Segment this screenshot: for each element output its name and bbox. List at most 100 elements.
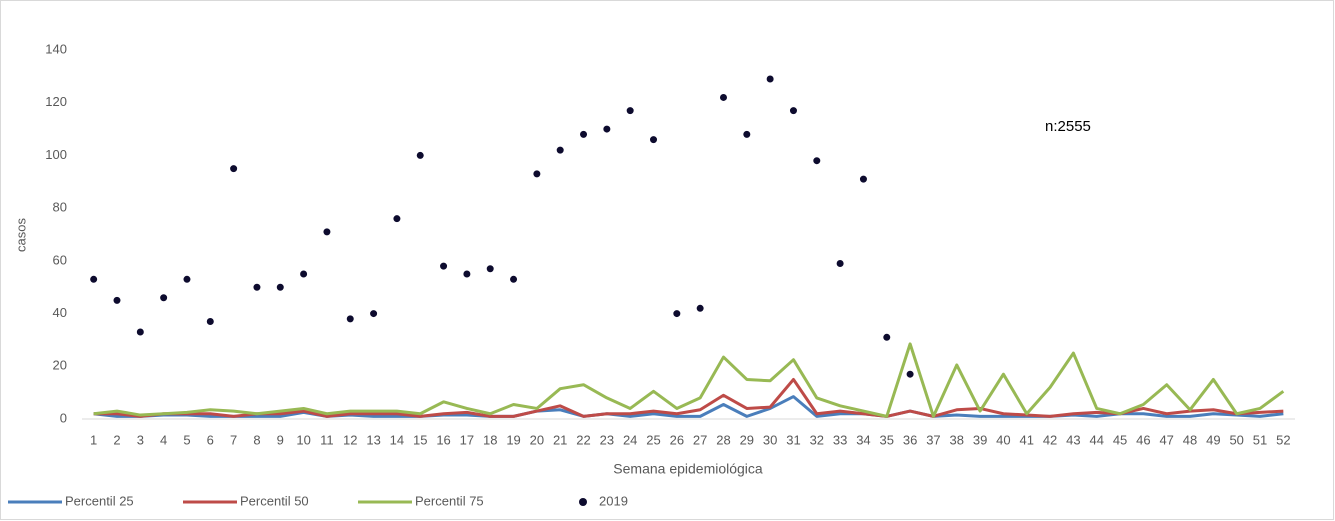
x-tick-label: 16 bbox=[436, 432, 450, 447]
data-point bbox=[788, 106, 798, 116]
legend-label: Percentil 75 bbox=[415, 493, 484, 508]
data-point bbox=[112, 295, 122, 305]
x-tick-label: 49 bbox=[1206, 432, 1220, 447]
x-tick-label: 24 bbox=[623, 432, 637, 447]
x-tick-label: 39 bbox=[973, 432, 987, 447]
data-point bbox=[229, 164, 239, 174]
x-tick-label: 26 bbox=[670, 432, 684, 447]
data-point bbox=[579, 129, 589, 139]
x-tick-label: 22 bbox=[576, 432, 590, 447]
legend-marker bbox=[579, 498, 587, 506]
y-tick-label: 20 bbox=[53, 358, 67, 373]
data-point bbox=[392, 214, 402, 224]
x-tick-label: 36 bbox=[903, 432, 917, 447]
x-tick-label: 45 bbox=[1113, 432, 1127, 447]
data-point bbox=[345, 314, 355, 324]
data-point bbox=[485, 264, 495, 274]
x-tick-label: 12 bbox=[343, 432, 357, 447]
y-tick-label: 140 bbox=[45, 41, 67, 56]
data-point bbox=[205, 316, 215, 326]
y-tick-label: 80 bbox=[53, 200, 67, 215]
x-tick-label: 42 bbox=[1043, 432, 1057, 447]
y-axis-label: casos bbox=[13, 218, 28, 252]
x-tick-label: 38 bbox=[950, 432, 964, 447]
data-point bbox=[135, 327, 145, 337]
data-point bbox=[555, 145, 565, 155]
x-tick-label: 52 bbox=[1276, 432, 1290, 447]
x-tick-label: 50 bbox=[1229, 432, 1243, 447]
x-tick-label: 35 bbox=[880, 432, 894, 447]
data-point bbox=[299, 269, 309, 279]
x-tick-label: 30 bbox=[763, 432, 777, 447]
x-tick-label: 20 bbox=[530, 432, 544, 447]
x-tick-label: 51 bbox=[1253, 432, 1267, 447]
x-tick-label: 25 bbox=[646, 432, 660, 447]
x-tick-label: 31 bbox=[786, 432, 800, 447]
data-point bbox=[159, 293, 169, 303]
data-point bbox=[905, 369, 915, 379]
annotation: n:2555 bbox=[1045, 118, 1091, 135]
x-tick-label: 3 bbox=[137, 432, 144, 447]
x-tick-label: 40 bbox=[996, 432, 1010, 447]
data-point bbox=[695, 303, 705, 313]
x-tick-label: 46 bbox=[1136, 432, 1150, 447]
x-tick-label: 11 bbox=[320, 432, 334, 447]
data-point bbox=[765, 74, 775, 84]
x-tick-label: 4 bbox=[160, 432, 167, 447]
data-point bbox=[882, 332, 892, 342]
x-tick-label: 29 bbox=[740, 432, 754, 447]
x-tick-label: 43 bbox=[1066, 432, 1080, 447]
data-point bbox=[252, 282, 262, 292]
x-tick-label: 9 bbox=[277, 432, 284, 447]
x-tick-label: 27 bbox=[693, 432, 707, 447]
x-tick-label: 47 bbox=[1159, 432, 1173, 447]
data-point bbox=[415, 150, 425, 160]
data-point bbox=[602, 124, 612, 134]
data-point bbox=[462, 269, 472, 279]
series-line bbox=[93, 377, 1284, 418]
y-tick-label: 100 bbox=[45, 147, 67, 162]
x-tick-label: 34 bbox=[856, 432, 870, 447]
y-tick-label: 40 bbox=[53, 305, 67, 320]
x-tick-label: 8 bbox=[253, 432, 260, 447]
x-tick-label: 32 bbox=[810, 432, 824, 447]
y-tick-label: 0 bbox=[60, 410, 67, 425]
x-tick-label: 6 bbox=[207, 432, 214, 447]
x-tick-label: 1 bbox=[90, 432, 97, 447]
data-point bbox=[718, 92, 728, 102]
data-point bbox=[439, 261, 449, 271]
x-tick-label: 2 bbox=[113, 432, 120, 447]
legend-label: Percentil 50 bbox=[240, 493, 309, 508]
x-tick-label: 23 bbox=[600, 432, 614, 447]
x-tick-label: 44 bbox=[1089, 432, 1103, 447]
x-tick-label: 10 bbox=[296, 432, 310, 447]
data-point bbox=[649, 135, 659, 145]
data-point bbox=[625, 106, 635, 116]
x-tick-label: 18 bbox=[483, 432, 497, 447]
data-point bbox=[182, 274, 192, 284]
data-point bbox=[672, 309, 682, 319]
x-tick-label: 13 bbox=[366, 432, 380, 447]
series-line bbox=[93, 342, 1285, 418]
x-tick-label: 28 bbox=[716, 432, 730, 447]
data-point bbox=[275, 282, 285, 292]
data-point bbox=[369, 309, 379, 319]
data-point bbox=[812, 156, 822, 166]
x-tick-label: 19 bbox=[506, 432, 520, 447]
data-point bbox=[322, 227, 332, 237]
y-tick-label: 120 bbox=[45, 94, 67, 109]
x-tick-label: 21 bbox=[553, 432, 567, 447]
x-axis-label: Semana epidemiológica bbox=[613, 461, 763, 477]
x-tick-label: 17 bbox=[460, 432, 474, 447]
x-tick-label: 48 bbox=[1183, 432, 1197, 447]
x-tick-label: 41 bbox=[1020, 432, 1034, 447]
data-point bbox=[509, 274, 519, 284]
series-line bbox=[93, 395, 1284, 418]
data-point bbox=[858, 174, 868, 184]
y-tick-label: 60 bbox=[53, 252, 67, 267]
x-tick-label: 15 bbox=[413, 432, 427, 447]
x-tick-label: 5 bbox=[183, 432, 190, 447]
data-point bbox=[89, 274, 99, 284]
